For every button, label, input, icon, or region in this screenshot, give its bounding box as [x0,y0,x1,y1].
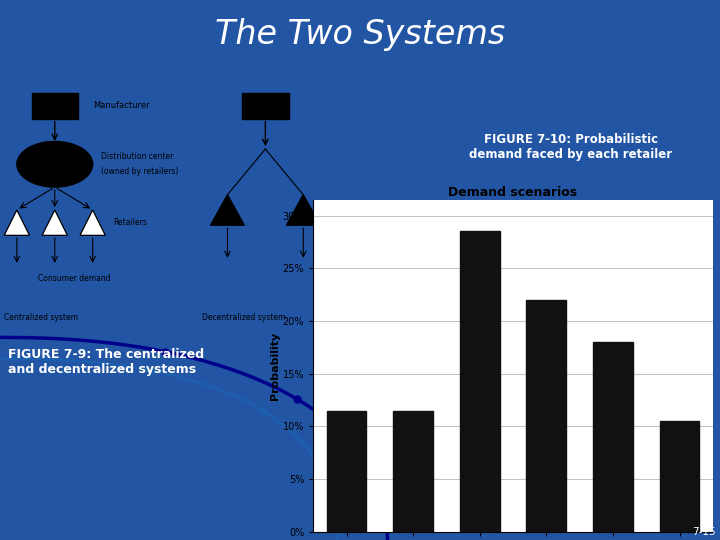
Polygon shape [80,210,105,235]
Bar [242,93,289,119]
Bar [393,410,433,532]
Text: Manufacturer: Manufacturer [93,102,149,110]
Text: Consumer demand: Consumer demand [38,274,111,283]
Title: Demand scenarios: Demand scenarios [449,186,577,199]
Bar [526,300,566,532]
Bar [32,93,78,119]
Bar [327,410,366,532]
Bar [459,232,500,532]
Polygon shape [210,195,244,225]
Text: Retailers: Retailers [114,218,148,227]
Polygon shape [287,195,320,225]
Text: Distribution center: Distribution center [101,152,174,161]
Text: 7-15: 7-15 [692,527,716,537]
Circle shape [17,141,93,187]
Text: FIGURE 7-10: Probabilistic
demand faced by each retailer: FIGURE 7-10: Probabilistic demand faced … [469,132,672,160]
Text: The Two Systems: The Two Systems [215,18,505,51]
Polygon shape [4,210,30,235]
Text: Decentralized system: Decentralized system [202,313,286,322]
Bar [660,421,699,532]
Polygon shape [42,210,68,235]
Y-axis label: Probability: Probability [270,332,280,400]
Text: (owned by retailers): (owned by retailers) [101,167,179,177]
Text: FIGURE 7-9: The centralized
and decentralized systems: FIGURE 7-9: The centralized and decentra… [9,348,204,376]
Bar [593,342,633,532]
Text: Centralized system: Centralized system [4,313,78,322]
